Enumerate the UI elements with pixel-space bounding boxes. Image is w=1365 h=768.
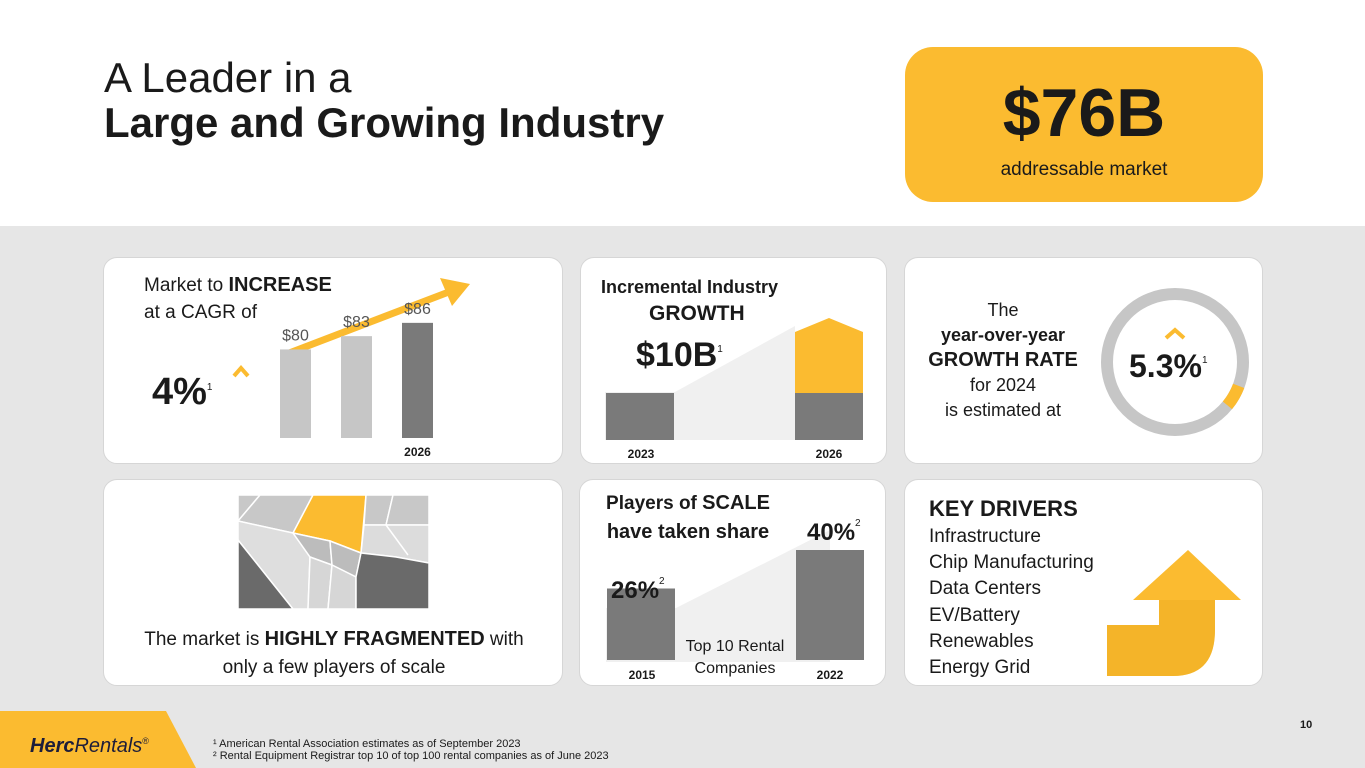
scale-heading-line1: Players of SCALE xyxy=(580,489,796,518)
incremental-xlabel-2026: 2026 xyxy=(816,447,843,461)
yoy-footnote-ref: 1 xyxy=(1201,355,1208,366)
key-drivers-card: KEY DRIVERS Infrastructure Chip Manufactu… xyxy=(904,479,1263,686)
incremental-value-number: $10B xyxy=(636,336,718,374)
yoy-line1: The xyxy=(987,300,1019,320)
fragmented-text: The market is HIGHLY FRAGMENTED with onl… xyxy=(104,625,564,682)
upward-turn-arrow-icon xyxy=(1107,550,1241,676)
cagr-text-line2: at a CAGR of xyxy=(144,302,257,323)
footnote-2: ² Rental Equipment Registrar top 10 of t… xyxy=(213,750,609,762)
players-of-scale-card: 2015 2022 Players of SCALE have taken sh… xyxy=(579,479,886,686)
cagr-bar-label-2: $83 xyxy=(343,314,370,331)
fragmented-market-card: The market is HIGHLY FRAGMENTED with onl… xyxy=(103,479,563,686)
yoy-line4: for 2024 xyxy=(969,375,1037,395)
scale-value-2015: 26%2 xyxy=(611,568,665,605)
key-driver-item: Renewables xyxy=(929,630,1034,652)
scale-xlabel-2022: 2022 xyxy=(817,668,844,682)
cagr-footnote-ref: 1 xyxy=(206,382,213,393)
incremental-growth-chart: 2023 2026 xyxy=(605,318,863,461)
fragmented-line1: The market is HIGHLY FRAGMENTED with xyxy=(104,625,564,654)
cagr-value: 4%1 xyxy=(152,366,212,414)
players-of-scale-chart: 2015 2022 xyxy=(606,530,864,682)
fragmented-bold: HIGHLY FRAGMENTED xyxy=(264,628,485,650)
incremental-line2: GROWTH xyxy=(649,302,745,325)
scale-value-2022-footnote: 2 xyxy=(855,518,861,529)
incremental-growth-card: 2023 2026 Incremental Industry GROWTH $1… xyxy=(580,257,887,464)
yoy-value-number: 5.3% xyxy=(1129,348,1202,384)
scale-value-2022-number: 40% xyxy=(807,519,856,546)
page-title-line2: Large and Growing Industry xyxy=(104,99,665,146)
cagr-card: Market to INCREASE at a CAGR of 4%1 $762… xyxy=(103,257,563,464)
fragmented-market-mosaic xyxy=(238,495,429,609)
cagr-text-pre: Market to xyxy=(144,275,229,296)
key-drivers-list: Infrastructure Chip Manufacturing Data Cen… xyxy=(929,524,1094,681)
incremental-xlabel-2023: 2023 xyxy=(628,447,655,461)
yoy-line5: is estimated at xyxy=(944,400,1062,420)
scale-heading-pre: Players of xyxy=(606,493,703,514)
key-driver-item: Data Centers xyxy=(929,578,1041,600)
scale-value-2015-number: 26% xyxy=(611,577,660,604)
growth-arrow-line xyxy=(282,286,456,359)
cagr-xlabel-3: 2026 xyxy=(404,445,431,459)
incremental-value: $10B1 xyxy=(636,330,723,375)
incremental-footnote-ref: 1 xyxy=(717,344,723,355)
yoy-line2: year-over-year xyxy=(940,325,1066,345)
logo-mark: ® xyxy=(142,736,149,746)
scale-heading-bold: SCALE xyxy=(702,492,770,514)
yoy-ring-track xyxy=(1101,288,1249,436)
top10-label: Top 10 Rental Companies xyxy=(676,636,794,680)
yoy-text: The year-over-year GROWTH RATE for 2024 … xyxy=(905,298,1101,423)
scale-heading-line2: have taken share xyxy=(606,521,770,543)
scale-bar-0 xyxy=(607,588,675,660)
growth-arrow-head xyxy=(440,278,470,306)
page-number: 10 xyxy=(1300,719,1313,731)
incremental-base-bar-1 xyxy=(795,393,863,440)
footnote-1: ¹ American Rental Association estimates … xyxy=(213,738,521,750)
addressable-market-callout: $76B addressable market xyxy=(905,47,1263,202)
addressable-market-label: addressable market xyxy=(1000,159,1168,180)
key-drivers-title: KEY DRIVERS xyxy=(929,496,1078,521)
key-driver-item: Infrastructure xyxy=(929,526,1041,547)
herc-rentals-logo: HercRentals® xyxy=(30,729,149,758)
cagr-bar-label-1: $80 xyxy=(282,327,309,344)
fragmented-pre: The market is xyxy=(144,629,265,650)
cagr-text-bold: INCREASE xyxy=(228,274,332,296)
cagr-value-number: 4% xyxy=(152,371,207,413)
logo-part2: Rentals xyxy=(74,735,143,757)
yoy-increase-caret-icon xyxy=(1164,327,1186,340)
fragmented-line2: only a few players of scale xyxy=(222,657,446,678)
fragmented-post: with xyxy=(484,629,524,650)
key-driver-item: EV/Battery xyxy=(929,604,1020,626)
addressable-market-value: $76B xyxy=(1002,75,1166,151)
footer-logo-banner xyxy=(0,711,196,768)
scale-value-2022: 40%2 xyxy=(807,510,861,547)
yoy-growth-ring xyxy=(1101,288,1249,436)
scale-bar-1 xyxy=(796,550,864,660)
incremental-base-bar-0 xyxy=(606,393,674,440)
logo-part1: Herc xyxy=(30,735,75,757)
cagr-text-line1: Market to INCREASE xyxy=(144,272,332,299)
increase-caret-icon xyxy=(232,364,250,378)
yoy-growth-card: The year-over-year GROWTH RATE for 2024 … xyxy=(904,257,1263,464)
incremental-growth-bar-1 xyxy=(795,318,863,393)
scale-value-2015-footnote: 2 xyxy=(659,576,665,587)
key-driver-item: Chip Manufacturing xyxy=(929,552,1094,574)
cagr-bar-1 xyxy=(280,349,311,438)
cagr-bar-2 xyxy=(341,336,372,438)
yoy-line3: GROWTH RATE xyxy=(928,349,1078,371)
top10-label-line1: Top 10 Rental xyxy=(685,638,785,655)
scale-xlabel-2015: 2015 xyxy=(629,668,656,682)
cagr-bar-label-3: $86 xyxy=(404,301,431,318)
incremental-line1: Incremental Industry xyxy=(601,277,779,297)
scale-heading: Players of SCALE have taken share xyxy=(580,489,796,546)
yoy-value: 5.3%1 xyxy=(1129,342,1208,385)
key-driver-item: Energy Grid xyxy=(929,657,1031,679)
top10-label-line2: Companies xyxy=(694,660,776,677)
cagr-bar-3 xyxy=(402,322,433,438)
page-title-line1: A Leader in a xyxy=(104,54,352,101)
